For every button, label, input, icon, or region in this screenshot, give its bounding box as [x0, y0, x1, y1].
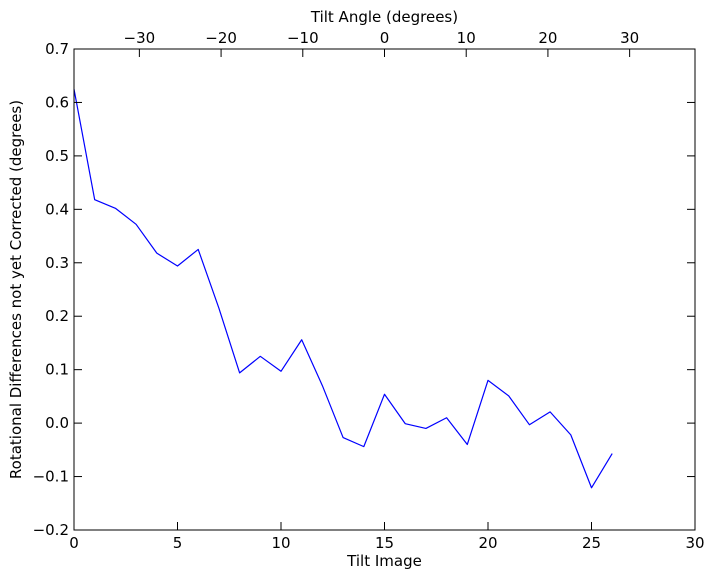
x-tick-label: 20 [478, 534, 497, 552]
x2-axis-title: Tilt Angle (degrees) [310, 8, 458, 26]
y-tick-label: 0.7 [45, 40, 69, 58]
y-tick-label: 0.4 [45, 200, 69, 218]
x2-tick-label: 10 [457, 29, 476, 47]
x2-tick-label: 30 [620, 29, 639, 47]
x-tick-label: 5 [173, 534, 183, 552]
x-tick-label: 10 [271, 534, 290, 552]
y-tick-label: 0.1 [45, 361, 69, 379]
y-tick-label: 0.6 [45, 93, 69, 111]
x-tick-label: 0 [69, 534, 79, 552]
y-tick-label: −0.2 [33, 521, 69, 539]
y-tick-label: 0.0 [45, 414, 69, 432]
plot-frame [73, 48, 696, 531]
y-tick-label: 0.3 [45, 254, 69, 272]
ticks-layer: 0 5 10 15 20 25 30 −30 −20 −10 0 10 20 30 −0.2 −0.1 0.0 0… [33, 29, 705, 552]
x2-tick-label: −30 [124, 29, 156, 47]
y-axis-title: Rotational Differences not yet Corrected… [7, 100, 25, 479]
y-tick-label: 0.5 [45, 147, 69, 165]
x2-tick-label: 20 [538, 29, 557, 47]
x-tick-label: 30 [685, 534, 704, 552]
x-tick-label: 15 [375, 534, 394, 552]
series-line-0 [73, 88, 613, 489]
x2-tick-label: −10 [287, 29, 319, 47]
x2-tick-label: −20 [205, 29, 237, 47]
y-tick-label: 0.2 [45, 307, 69, 325]
x-axis-title: Tilt Image [346, 552, 422, 570]
y-tick-label: −0.1 [33, 468, 69, 486]
plot-area [74, 49, 695, 530]
series-layer [73, 88, 613, 489]
x-tick-label: 25 [582, 534, 601, 552]
x2-tick-label: 0 [380, 29, 390, 47]
